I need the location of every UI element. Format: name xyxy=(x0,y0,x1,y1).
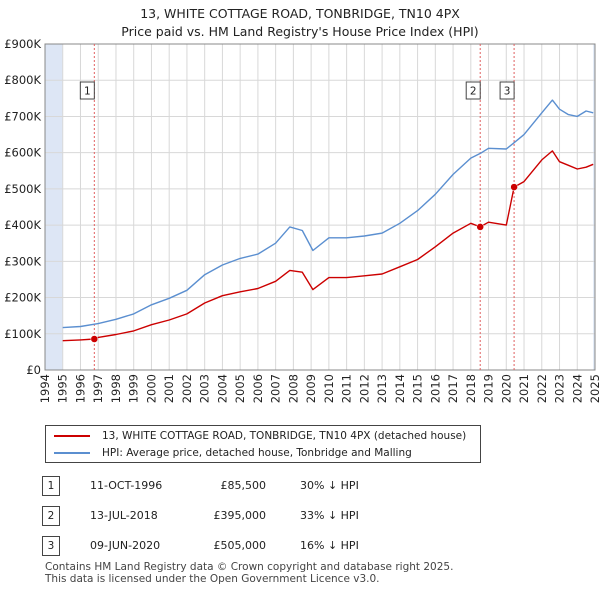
sale-price: £85,500 xyxy=(220,479,267,492)
sale-hpi-diff: 33% ↓ HPI xyxy=(300,509,359,522)
x-tick-label: 2011 xyxy=(340,374,354,403)
shaded-region xyxy=(45,44,63,370)
plot-border xyxy=(44,43,596,371)
x-tick-label: 2003 xyxy=(198,374,212,403)
legend-label-property: 13, WHITE COTTAGE ROAD, TONBRIDGE, TN10 … xyxy=(102,430,467,442)
sale-number-badge: 2 xyxy=(42,506,60,526)
y-tick-label: £0 xyxy=(26,363,41,377)
sale-hpi-diff: 30% ↓ HPI xyxy=(300,479,359,492)
x-tick-label: 1998 xyxy=(109,374,123,403)
price-chart: £0 £100K £200K £300K £400K £500K £600K £700K £80… xyxy=(4,37,600,403)
property-line-swatch xyxy=(54,435,90,437)
sale-price: £395,000 xyxy=(213,509,267,522)
x-tick-label: 1999 xyxy=(127,374,141,403)
hpi-line-swatch xyxy=(54,452,90,454)
y-tick-label: £100K xyxy=(4,327,41,341)
x-tick-label: 2009 xyxy=(304,374,318,403)
y-tick-label: £700K xyxy=(4,109,41,123)
x-tick-label: 2022 xyxy=(535,374,549,403)
sale-label-box xyxy=(465,81,481,100)
x-tick-label: 2002 xyxy=(180,374,194,403)
sale-label-number: 1 xyxy=(84,86,91,98)
x-tick-label: 2015 xyxy=(411,374,425,403)
x-tick-label: 2001 xyxy=(162,374,176,403)
sale-hpi-diff: 16% ↓ HPI xyxy=(300,539,359,552)
x-tick-label: 1996 xyxy=(73,374,87,403)
legend-label-hpi: HPI: Average price, detached house, Tonb… xyxy=(102,447,412,459)
y-tick-label: £800K xyxy=(4,73,41,87)
y-tick-label: £300K xyxy=(4,254,41,268)
y-tick-label: £500K xyxy=(4,182,41,196)
sale-number-badge: 3 xyxy=(42,536,60,556)
shaded-region xyxy=(593,44,595,370)
x-tick-label: 2008 xyxy=(286,374,300,403)
x-tick-label: 2005 xyxy=(233,374,247,403)
x-tick-label: 2000 xyxy=(144,374,158,403)
x-tick-label: 2014 xyxy=(393,374,407,403)
sale-number-badge: 1 xyxy=(42,476,60,496)
y-tick-label: £200K xyxy=(4,291,41,305)
legend-item-property: 13, WHITE COTTAGE ROAD, TONBRIDGE, TN10 … xyxy=(54,428,466,444)
legend-item-hpi: HPI: Average price, detached house, Tonb… xyxy=(54,445,412,461)
sale-date: 11-OCT-1996 xyxy=(90,479,163,492)
x-tick-label: 2018 xyxy=(464,374,478,403)
y-tick-label: £600K xyxy=(4,146,41,160)
sale-date: 09-JUN-2020 xyxy=(90,539,161,552)
x-tick-label: 2013 xyxy=(375,374,389,403)
legend: 13, WHITE COTTAGE ROAD, TONBRIDGE, TN10 … xyxy=(45,425,481,463)
x-tick-label: 2019 xyxy=(482,374,496,403)
hpi-series-line xyxy=(62,99,594,329)
x-tick-label: 2023 xyxy=(553,374,567,403)
x-tick-label: 2016 xyxy=(428,374,442,403)
x-tick-label: 1994 xyxy=(38,374,52,403)
x-tick-label: 2007 xyxy=(269,374,283,403)
x-tick-label: 2017 xyxy=(446,374,460,403)
sale-point xyxy=(510,183,518,191)
sale-point xyxy=(476,223,484,231)
y-tick-label: £900K xyxy=(4,37,41,51)
x-tick-label: 2010 xyxy=(322,374,336,403)
sale-label-box xyxy=(499,81,515,100)
property-series-line xyxy=(62,150,594,342)
sale-point xyxy=(90,335,99,343)
x-tick-label: 1995 xyxy=(56,374,70,403)
x-tick-label: 2012 xyxy=(357,374,371,403)
y-tick-label: £400K xyxy=(4,218,41,232)
footer-copyright: Contains HM Land Registry data © Crown c… xyxy=(45,561,454,573)
chart-title: 13, WHITE COTTAGE ROAD, TONBRIDGE, TN10 … xyxy=(140,6,460,21)
sale-date: 13-JUL-2018 xyxy=(90,509,158,522)
sale-label-number: 2 xyxy=(470,86,477,98)
sale-label-box xyxy=(79,81,95,100)
sale-price: £505,000 xyxy=(213,539,267,552)
x-tick-label: 2004 xyxy=(215,374,229,403)
x-tick-label: 2025 xyxy=(588,374,600,403)
chart-subtitle: Price paid vs. HM Land Registry's House … xyxy=(121,24,479,39)
sale-label-number: 3 xyxy=(504,86,511,98)
x-tick-label: 2024 xyxy=(570,374,584,403)
x-tick-label: 1997 xyxy=(91,374,105,403)
x-tick-label: 2006 xyxy=(251,374,265,403)
x-tick-label: 2021 xyxy=(517,374,531,403)
footer-licence: This data is licensed under the Open Gov… xyxy=(45,573,380,585)
x-tick-label: 2020 xyxy=(499,374,513,403)
